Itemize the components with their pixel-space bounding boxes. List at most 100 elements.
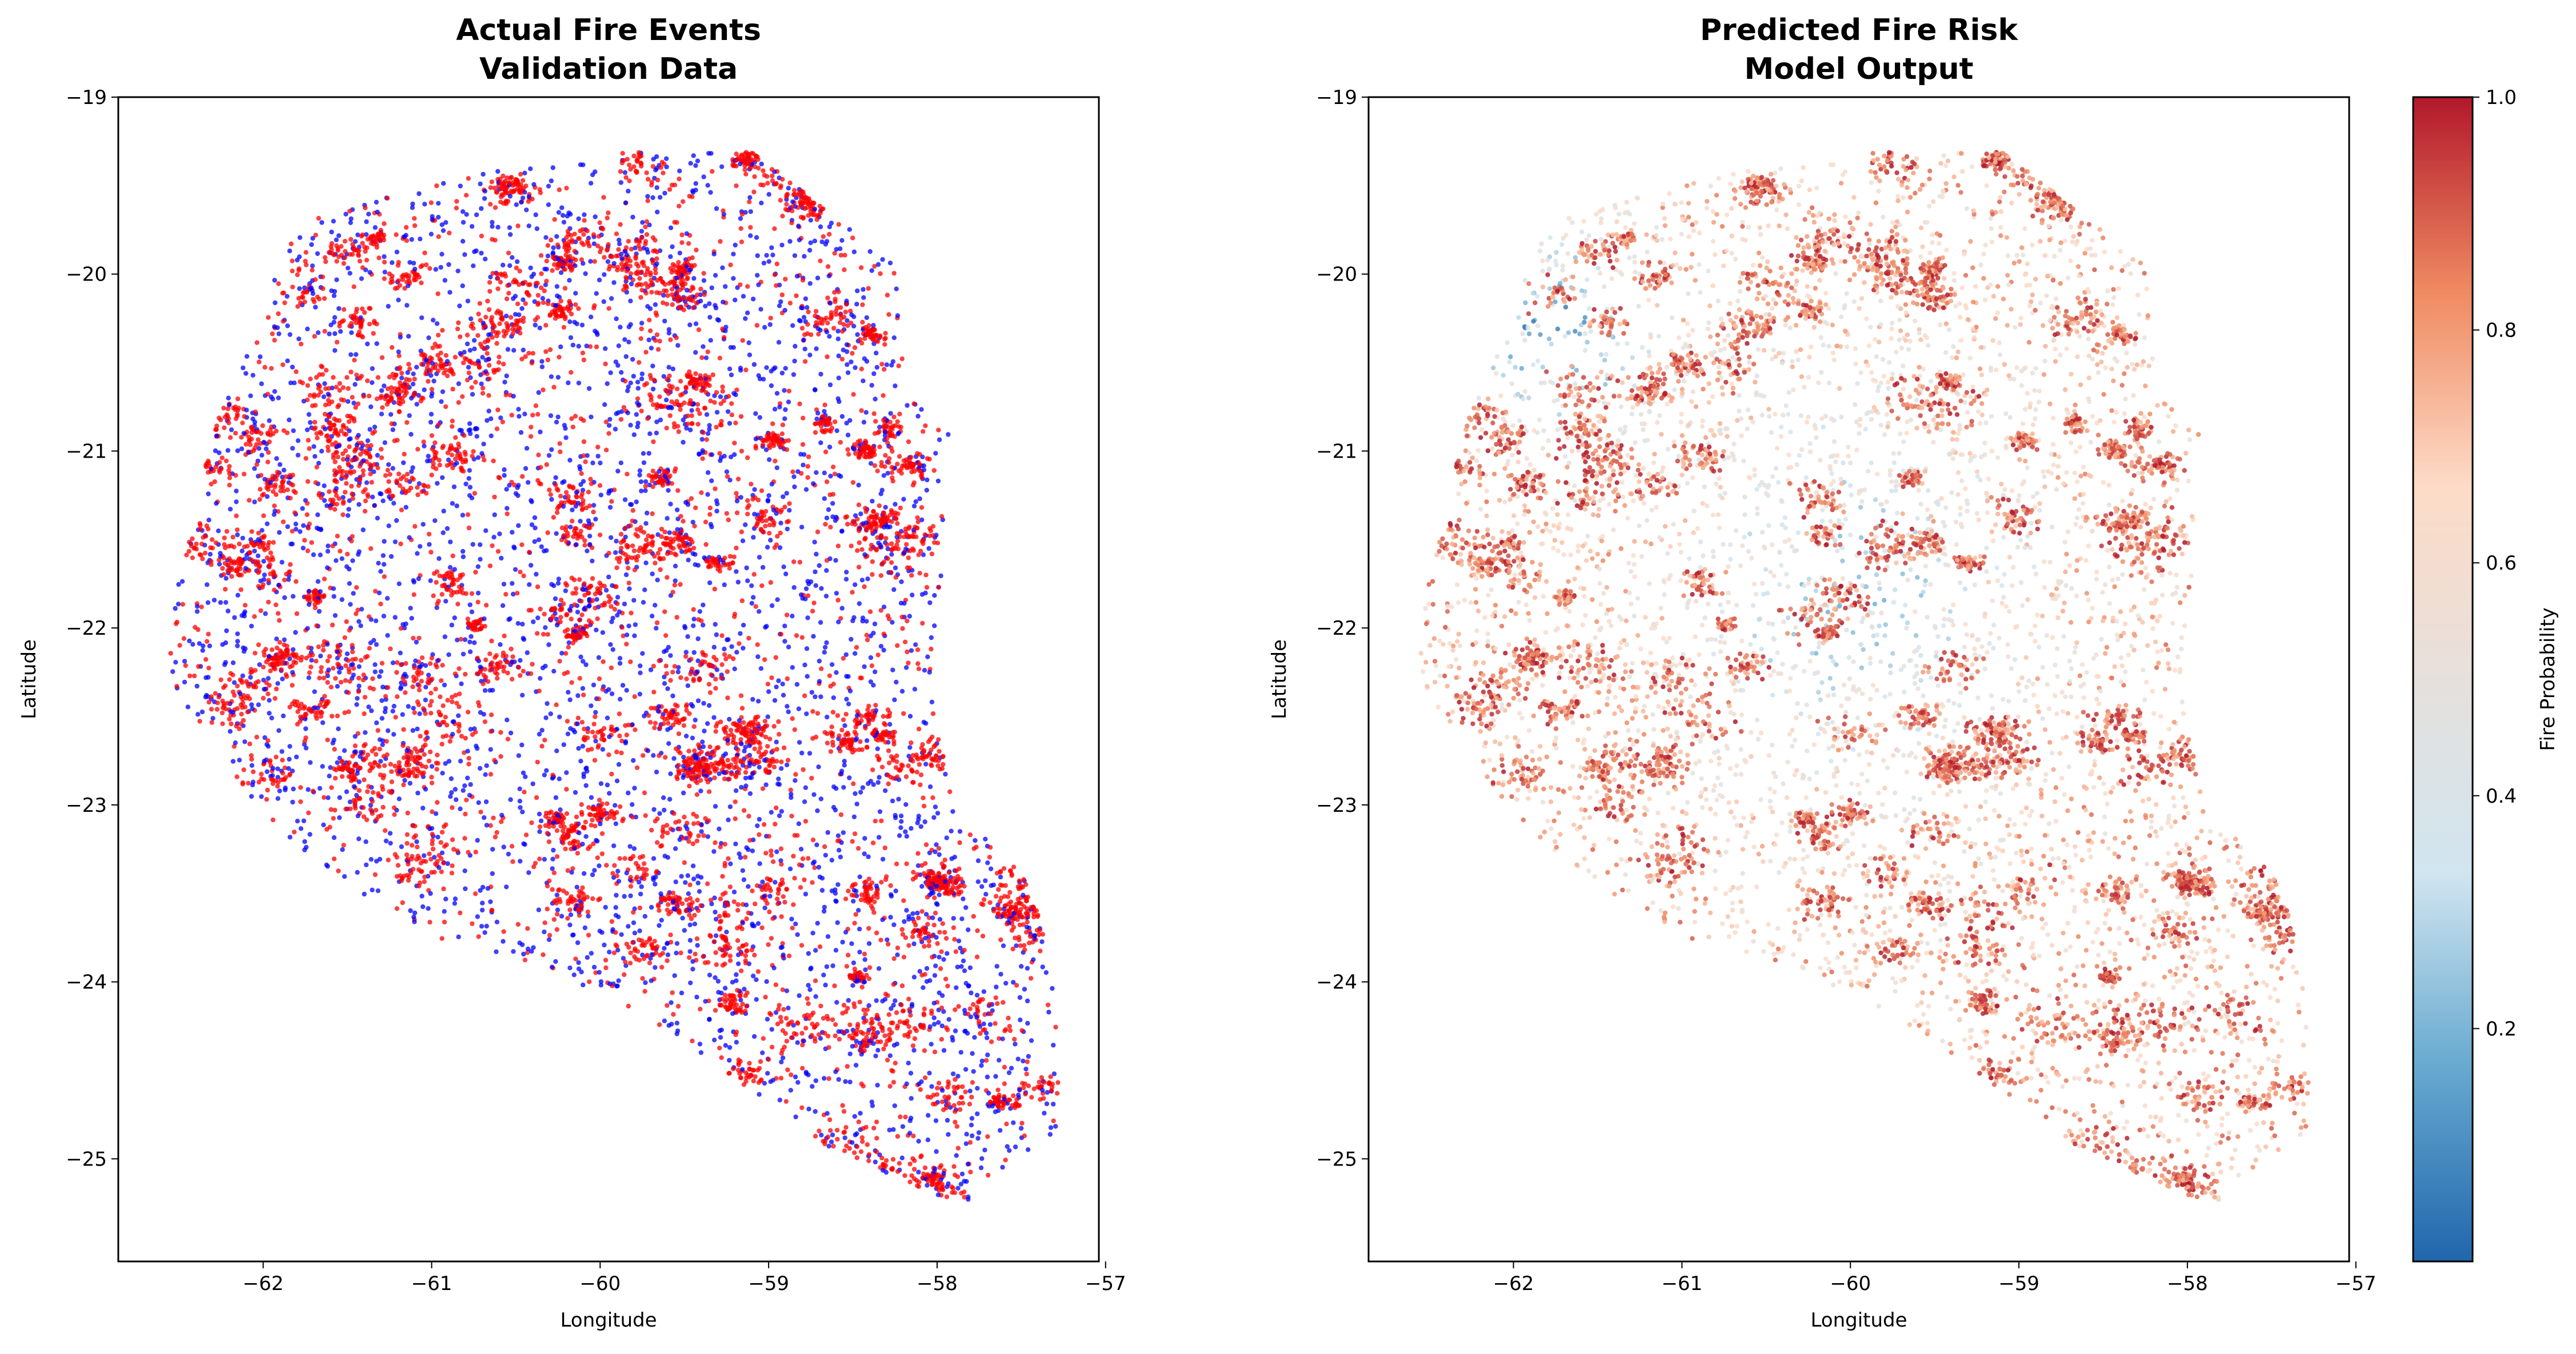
no-fire-point [452, 901, 457, 906]
fire-point [218, 417, 223, 423]
fire-point [490, 237, 495, 242]
fire-point [828, 1128, 833, 1133]
no-fire-point [949, 828, 954, 834]
fire-point [506, 250, 511, 255]
no-fire-point [377, 674, 382, 679]
fire-point [334, 339, 339, 345]
no-fire-point [903, 665, 909, 670]
no-fire-point [806, 951, 811, 956]
no-fire-point [951, 916, 956, 921]
fire-point [768, 580, 774, 585]
fire-point [922, 1048, 927, 1053]
no-fire-point [640, 651, 645, 656]
fire-point [922, 1075, 928, 1080]
fire-point [488, 772, 493, 777]
no-fire-point [528, 563, 534, 568]
no-fire-point [975, 879, 981, 884]
fire-point [265, 459, 270, 464]
fire-point [911, 401, 917, 406]
fire-point [498, 754, 503, 759]
fire-point [447, 230, 452, 235]
no-fire-point [648, 956, 653, 961]
no-fire-point [934, 842, 939, 847]
fire-point [815, 711, 821, 716]
no-fire-point [688, 980, 693, 986]
no-fire-point [956, 938, 962, 944]
no-fire-point [743, 775, 749, 781]
no-fire-point [456, 934, 461, 940]
fire-point [717, 946, 723, 952]
fire-point [315, 435, 320, 440]
fire-point [894, 1010, 899, 1015]
no-fire-point [681, 439, 686, 445]
no-fire-point [451, 484, 457, 490]
no-fire-point [835, 920, 840, 926]
no-fire-point [774, 849, 779, 855]
no-fire-point [743, 783, 749, 788]
fire-point [734, 491, 739, 496]
no-fire-point [508, 797, 513, 802]
fire-point [312, 334, 317, 339]
fire-point [601, 659, 606, 664]
no-fire-point [875, 780, 881, 785]
no-fire-point [1001, 943, 1006, 948]
fire-point [515, 223, 521, 229]
no-fire-point [741, 877, 747, 883]
no-fire-point [517, 414, 522, 419]
no-fire-point [315, 579, 321, 584]
no-fire-point [798, 847, 804, 852]
no-fire-point [599, 930, 605, 935]
fire-point [845, 1064, 850, 1069]
fire-point [626, 580, 631, 586]
no-fire-point [969, 990, 974, 996]
no-fire-point [381, 498, 386, 503]
no-fire-point [409, 616, 414, 621]
fire-point [483, 603, 489, 608]
no-fire-point [631, 846, 637, 851]
no-fire-point [890, 359, 896, 364]
no-fire-point [829, 888, 835, 894]
no-fire-point [270, 396, 275, 402]
fire-point [382, 828, 388, 834]
fire-point [662, 609, 667, 614]
fire-point [714, 962, 719, 967]
no-fire-point [374, 642, 379, 647]
no-fire-point [610, 615, 615, 621]
no-fire-point [714, 206, 719, 211]
fire-point [800, 278, 806, 283]
no-fire-point [507, 263, 513, 269]
fire-point [558, 494, 563, 499]
fire-point [643, 350, 649, 355]
fire-point [492, 494, 497, 500]
no-fire-point [753, 436, 759, 442]
no-fire-point [576, 380, 582, 386]
no-fire-point [705, 431, 711, 436]
fire-point [206, 631, 211, 637]
no-fire-point [235, 639, 240, 644]
no-fire-point [626, 339, 631, 344]
no-fire-point [673, 846, 678, 851]
fire-point [254, 462, 259, 467]
fire-point [952, 937, 957, 942]
no-fire-point [964, 1179, 969, 1184]
fire-point [962, 947, 967, 953]
no-fire-point [382, 539, 387, 544]
no-fire-point [646, 337, 651, 343]
no-fire-point [533, 322, 538, 328]
no-fire-point [381, 383, 387, 388]
no-fire-point [276, 331, 282, 337]
fire-point [742, 855, 748, 860]
no-fire-point [686, 891, 691, 896]
no-fire-point [776, 678, 781, 683]
no-fire-point [802, 346, 807, 352]
fire-point [786, 954, 792, 959]
no-fire-point [386, 303, 391, 309]
no-fire-point [324, 862, 329, 868]
fire-point [397, 409, 402, 414]
fire-point [626, 1003, 631, 1009]
no-fire-point [479, 924, 485, 929]
no-fire-point [950, 1037, 955, 1043]
no-fire-point [813, 569, 818, 575]
fire-point [622, 972, 627, 978]
fire-point [856, 502, 862, 507]
